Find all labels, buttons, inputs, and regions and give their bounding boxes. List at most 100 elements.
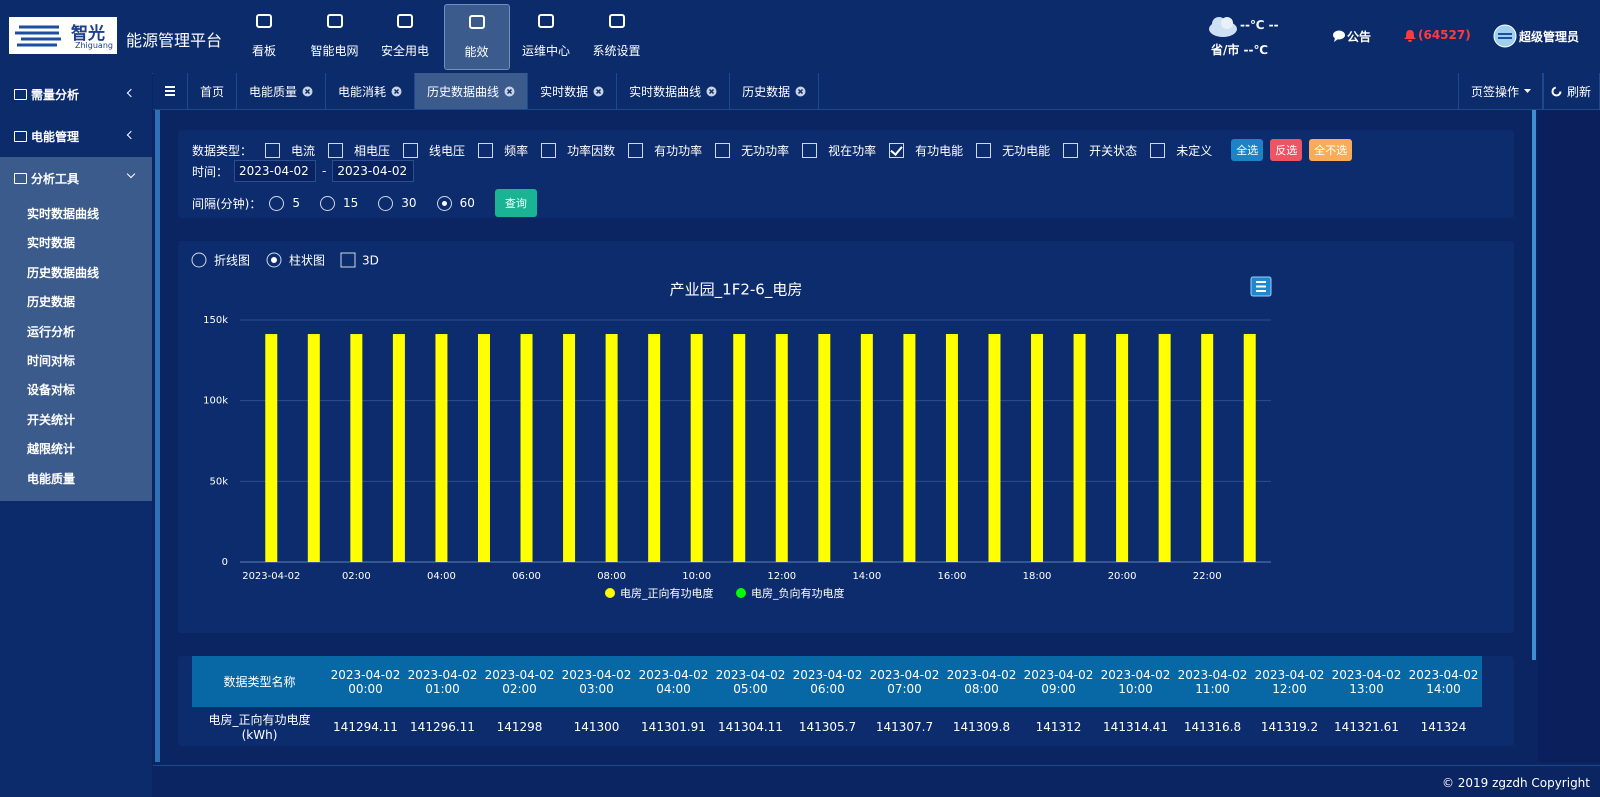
close-icon bbox=[391, 86, 402, 97]
radio[interactable] bbox=[320, 196, 335, 211]
column-date: 2023-04-02 bbox=[1174, 668, 1251, 682]
column-date: 2023-04-02 bbox=[1251, 668, 1328, 682]
footer-line bbox=[153, 765, 1600, 766]
filter-label: 间隔(分钟)： bbox=[192, 195, 261, 212]
checkbox[interactable] bbox=[628, 143, 643, 158]
column-time: 09:00 bbox=[1020, 682, 1097, 696]
select-button[interactable]: 全不选 bbox=[1309, 139, 1352, 161]
menu-toggle[interactable] bbox=[153, 73, 188, 109]
menu-group[interactable]: 分析工具 bbox=[0, 157, 152, 199]
chart-title: 产业园_1F2-6_电房 bbox=[670, 281, 803, 300]
nav-item[interactable]: 看板 bbox=[232, 4, 296, 68]
column-time: 13:00 bbox=[1328, 682, 1405, 696]
menu-group[interactable]: 电能管理 bbox=[0, 115, 152, 157]
table-cell: 141300 bbox=[558, 707, 635, 746]
tab[interactable]: 首页 bbox=[188, 73, 237, 109]
filter-row: 间隔(分钟)：5153060查询 bbox=[192, 189, 537, 217]
column-header: 2023-04-0208:00 bbox=[943, 656, 1020, 707]
submenu-item[interactable]: 开关统计 bbox=[27, 411, 75, 428]
checkbox[interactable] bbox=[541, 143, 556, 158]
nav-item[interactable]: 安全用电 bbox=[373, 4, 437, 68]
query-button[interactable]: 查询 bbox=[495, 189, 537, 217]
checkbox[interactable] bbox=[802, 143, 817, 158]
legend-item[interactable]: 电房_正向有功电度 bbox=[605, 586, 714, 600]
select-button[interactable]: 反选 bbox=[1270, 139, 1302, 161]
nav-item[interactable]: 运维中心 bbox=[514, 4, 578, 68]
checkbox[interactable] bbox=[403, 143, 418, 158]
nav-icon bbox=[395, 13, 415, 31]
submenu-item[interactable]: 运行分析 bbox=[27, 323, 75, 340]
column-header: 2023-04-0207:00 bbox=[866, 656, 943, 707]
submenu-item[interactable]: 历史数据曲线 bbox=[27, 264, 99, 281]
menu-label: 电能管理 bbox=[31, 128, 79, 145]
column-header: 2023-04-0206:00 bbox=[789, 656, 866, 707]
legend-label: 电房_负向有功电度 bbox=[751, 586, 845, 600]
x-tick-label: 18:00 bbox=[1023, 571, 1052, 582]
weather-icon bbox=[1206, 14, 1240, 38]
menu-group[interactable]: 需量分析 bbox=[0, 73, 152, 115]
tab[interactable]: 历史数据曲线 bbox=[415, 73, 528, 109]
column-time: 06:00 bbox=[789, 682, 866, 696]
user-name[interactable]: 超级管理员 bbox=[1519, 28, 1579, 45]
select-button[interactable]: 全选 bbox=[1231, 139, 1263, 161]
radio-label: 15 bbox=[343, 196, 358, 210]
radio[interactable] bbox=[437, 196, 452, 211]
checkbox[interactable] bbox=[478, 143, 493, 158]
tab-ops[interactable]: 页签操作 bbox=[1458, 73, 1544, 109]
checkbox[interactable] bbox=[889, 143, 904, 158]
column-header: 2023-04-0213:00 bbox=[1328, 656, 1405, 707]
checkbox[interactable] bbox=[715, 143, 730, 158]
radio[interactable] bbox=[269, 196, 284, 211]
checkbox-label: 电流 bbox=[291, 142, 315, 159]
legend-item[interactable]: 电房_负向有功电度 bbox=[736, 586, 845, 600]
nav-item[interactable]: 系统设置 bbox=[585, 4, 649, 68]
nav-item[interactable]: 智能电网 bbox=[303, 4, 367, 68]
tab[interactable]: 实时数据曲线 bbox=[617, 73, 730, 109]
bar bbox=[946, 334, 958, 562]
checkbox[interactable] bbox=[265, 143, 280, 158]
date-input[interactable] bbox=[234, 160, 316, 182]
checkbox[interactable] bbox=[976, 143, 991, 158]
column-header: 2023-04-0205:00 bbox=[712, 656, 789, 707]
weather-city: 省/市 --℃ bbox=[1211, 41, 1268, 58]
column-time: 04:00 bbox=[635, 682, 712, 696]
notice[interactable]: 公告 bbox=[1347, 28, 1371, 45]
checkbox[interactable] bbox=[341, 253, 355, 267]
submenu-item[interactable]: 历史数据 bbox=[27, 293, 75, 310]
checkbox[interactable] bbox=[328, 143, 343, 158]
radio[interactable] bbox=[378, 196, 393, 211]
tab[interactable]: 实时数据 bbox=[528, 73, 617, 109]
column-date: 2023-04-02 bbox=[1405, 668, 1482, 682]
table-cell: 141312 bbox=[1020, 707, 1097, 746]
radio-label: 60 bbox=[460, 196, 475, 210]
tab[interactable]: 电能消耗 bbox=[326, 73, 415, 109]
radio[interactable] bbox=[192, 253, 206, 267]
checkbox[interactable] bbox=[1063, 143, 1078, 158]
tab-label: 电能消耗 bbox=[338, 83, 386, 100]
nav-label: 运维中心 bbox=[514, 42, 578, 59]
checkbox[interactable] bbox=[1150, 143, 1165, 158]
close-icon bbox=[795, 86, 806, 97]
x-tick-label: 22:00 bbox=[1193, 571, 1222, 582]
tab[interactable]: 电能质量 bbox=[237, 73, 326, 109]
menu-chevron bbox=[127, 89, 135, 97]
submenu-item[interactable]: 电能质量 bbox=[27, 470, 75, 487]
logo-subtext: Zhiguang bbox=[75, 41, 113, 50]
submenu-item[interactable]: 越限统计 bbox=[27, 440, 75, 457]
logo-mark bbox=[13, 23, 69, 49]
filter-label: 数据类型： bbox=[192, 142, 252, 159]
x-tick-label: 02:00 bbox=[342, 571, 371, 582]
nav-icon-shape bbox=[610, 15, 624, 27]
alert-count[interactable]: (64527) bbox=[1418, 28, 1471, 42]
submenu-item[interactable]: 时间对标 bbox=[27, 352, 75, 369]
submenu-item[interactable]: 设备对标 bbox=[27, 381, 75, 398]
table-cell: 141321.61 bbox=[1328, 707, 1405, 746]
nav-item[interactable]: 能效 bbox=[444, 4, 510, 70]
tab[interactable]: 历史数据 bbox=[730, 73, 819, 109]
submenu-item[interactable]: 实时数据 bbox=[27, 234, 75, 251]
date-input[interactable] bbox=[332, 160, 414, 182]
submenu-item[interactable]: 实时数据曲线 bbox=[27, 205, 99, 222]
table-cell: 141294.11 bbox=[327, 707, 404, 746]
refresh[interactable]: 刷新 bbox=[1542, 73, 1600, 109]
